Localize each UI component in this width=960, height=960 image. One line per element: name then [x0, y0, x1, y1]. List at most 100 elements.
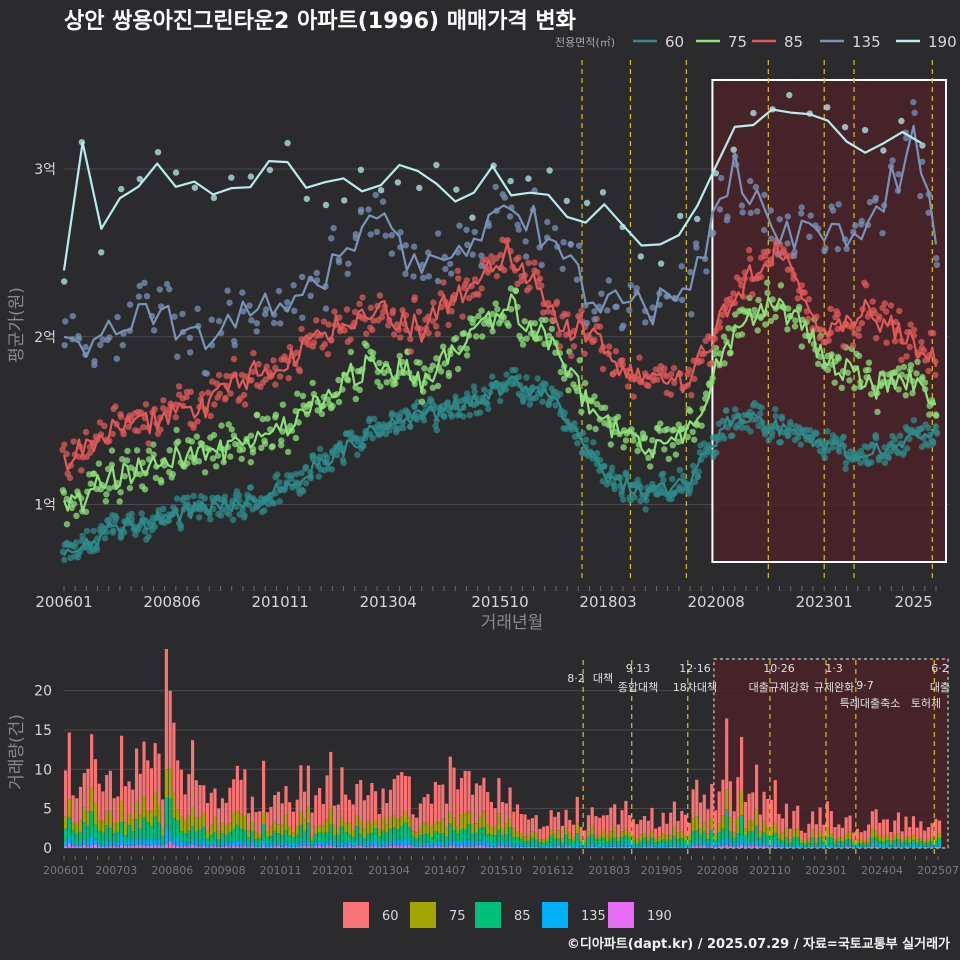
- volume-bar-85: [867, 842, 871, 846]
- data-point: [784, 326, 791, 333]
- data-point: [478, 285, 485, 292]
- data-point: [618, 491, 625, 498]
- volume-bar-190: [766, 846, 770, 848]
- data-point: [900, 363, 908, 371]
- volume-bar-85: [825, 837, 830, 845]
- volume-bar-75: [374, 819, 378, 828]
- data-point: [444, 399, 451, 406]
- data-point: [125, 423, 132, 431]
- volume-bar-190: [512, 847, 516, 848]
- volume-bar-135: [515, 843, 520, 847]
- volume-bar-135: [669, 845, 673, 847]
- data-point: [660, 470, 667, 477]
- volume-bar-85: [915, 842, 919, 846]
- volume-bar-75: [549, 829, 553, 836]
- volume-bar-60: [923, 830, 927, 842]
- volume-bar-85: [747, 831, 751, 842]
- volume-bar-190: [422, 846, 426, 848]
- volume-bar-190: [329, 845, 333, 848]
- volume-bar-190: [153, 844, 157, 848]
- volume-bar-75: [86, 811, 90, 827]
- volume-bar-190: [691, 846, 695, 848]
- data-point: [757, 314, 764, 322]
- data-point: [402, 242, 409, 249]
- volume-bar-75: [288, 827, 292, 836]
- data-point: [318, 410, 326, 418]
- volume-bar-85: [374, 828, 378, 840]
- data-point: [325, 321, 332, 328]
- x-tick-label: 201510: [471, 593, 528, 611]
- volume-bar-135: [900, 846, 904, 848]
- volume-bar-75: [515, 831, 520, 838]
- volume-bar-60: [355, 784, 359, 816]
- volume-bar-190: [672, 846, 676, 848]
- volume-bar-75: [792, 829, 796, 838]
- data-point: [269, 499, 276, 506]
- volume-bar-85: [127, 825, 131, 840]
- data-point: [225, 421, 232, 428]
- volume-bar-60: [672, 801, 676, 826]
- volume-bar-190: [874, 846, 878, 848]
- volume-bar-135: [202, 839, 206, 846]
- data-point: [755, 296, 762, 304]
- volume-bar-135: [172, 838, 176, 845]
- volume-bar-190: [889, 847, 893, 848]
- volume-bar-60: [183, 794, 187, 822]
- volume-bar-135: [874, 843, 878, 847]
- data-point: [160, 505, 167, 513]
- data-point: [865, 366, 872, 373]
- volume-bar-135: [530, 845, 535, 847]
- data-point: [284, 448, 292, 456]
- volume-bar-190: [276, 845, 281, 848]
- volume-bar-60: [624, 800, 628, 830]
- data-point: [879, 230, 886, 237]
- volume-bar-75: [191, 807, 195, 827]
- volume-bar-60: [325, 775, 329, 819]
- volume-bar-135: [534, 845, 538, 847]
- volume-bar-75: [116, 821, 120, 832]
- volume-bar-85: [512, 837, 516, 846]
- volume-bar-85: [247, 837, 251, 845]
- data-point: [494, 305, 501, 313]
- data-point: [195, 458, 203, 465]
- volume-bar-190: [657, 847, 662, 848]
- data-point: [607, 441, 614, 448]
- data-point: [109, 430, 116, 438]
- volume-bar-60: [829, 811, 833, 834]
- volume-bar-190: [71, 846, 75, 848]
- data-point: [583, 199, 591, 207]
- data-point: [186, 349, 194, 356]
- volume-bar-75: [321, 825, 325, 833]
- volume-bar-75: [194, 817, 198, 832]
- volume-bar-85: [706, 839, 710, 845]
- data-point: [247, 484, 254, 491]
- volume-bar-85: [93, 824, 98, 840]
- volume-bar-85: [885, 840, 889, 846]
- volume-bar-85: [837, 841, 841, 846]
- data-point: [895, 386, 902, 393]
- data-point: [767, 207, 774, 214]
- volume-bar-135: [811, 844, 815, 847]
- data-point: [152, 474, 160, 482]
- data-point: [919, 373, 926, 381]
- volume-bar-190: [202, 845, 206, 848]
- volume-bar-190: [198, 846, 202, 848]
- data-point: [506, 213, 514, 220]
- data-point: [347, 348, 355, 356]
- data-point: [917, 192, 924, 200]
- volume-bar-85: [235, 824, 239, 841]
- volume-bar-190: [616, 847, 620, 848]
- volume-bar-135: [217, 844, 221, 847]
- data-point: [298, 469, 305, 477]
- volume-bar-60: [344, 794, 348, 824]
- data-point: [677, 212, 684, 220]
- volume-bar-85: [639, 840, 643, 846]
- volume-bar-190: [527, 846, 531, 848]
- volume-bar-135: [829, 844, 833, 848]
- volume-bar-60: [642, 816, 647, 834]
- data-point: [392, 380, 399, 387]
- volume-bar-60: [97, 783, 101, 821]
- volume-bar-85: [829, 837, 833, 845]
- data-point: [269, 443, 276, 450]
- volume-bar-85: [355, 826, 359, 841]
